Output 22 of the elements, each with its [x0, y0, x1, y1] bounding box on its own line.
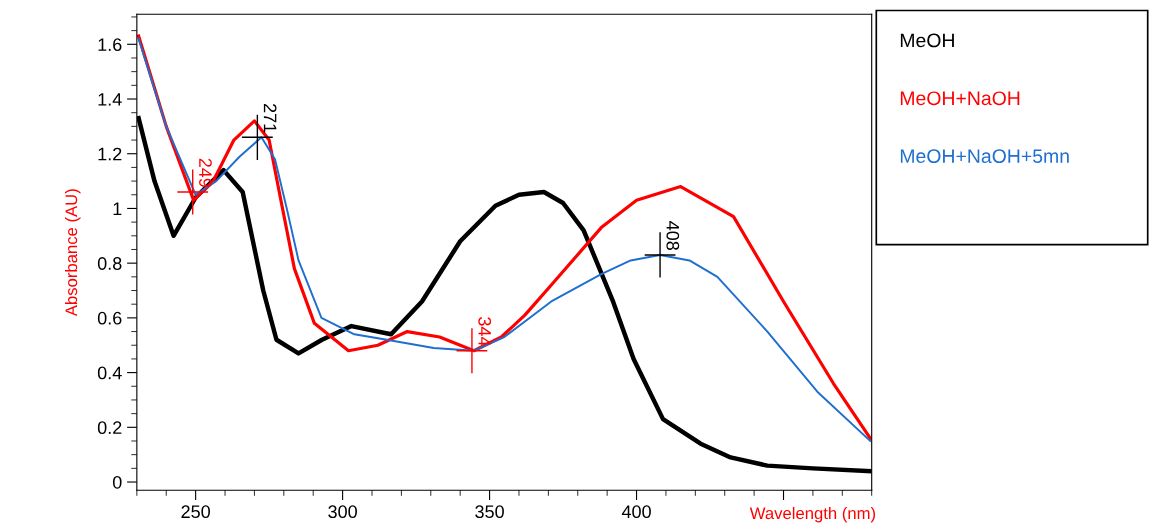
y-tick-label: 1.6 [98, 38, 122, 52]
annotation: 408 [666, 221, 680, 250]
annotation: 344 [478, 317, 492, 347]
y-axis-title: Absorbance (AU) [64, 189, 81, 317]
x-tick-label: 400 [621, 505, 651, 519]
text: MeOH+NaOH [900, 91, 1020, 106]
annotation: 271 [263, 103, 277, 133]
x-tick-label: 300 [328, 505, 357, 519]
y-tick-label: 1.2 [98, 147, 122, 161]
x-axis-title: Wavelength (nm) [749, 506, 876, 523]
x-tick-label: 350 [475, 505, 504, 519]
y-tick-label: 0.4 [97, 366, 122, 380]
y-tick-label: 0 [112, 475, 122, 489]
y-tick-label: 0.6 [97, 311, 122, 325]
text: MeOH [900, 33, 954, 48]
annotation: 249 [199, 158, 212, 188]
y-tick-label: 1 [113, 202, 122, 215]
y-tick-label: 1.4 [98, 93, 122, 106]
y-tick-label: 0.8 [97, 257, 122, 270]
y-tick-label: 0.2 [97, 421, 122, 435]
text: MeOH+NaOH+5mn [900, 149, 1069, 164]
x-tick-label: 250 [181, 505, 210, 519]
